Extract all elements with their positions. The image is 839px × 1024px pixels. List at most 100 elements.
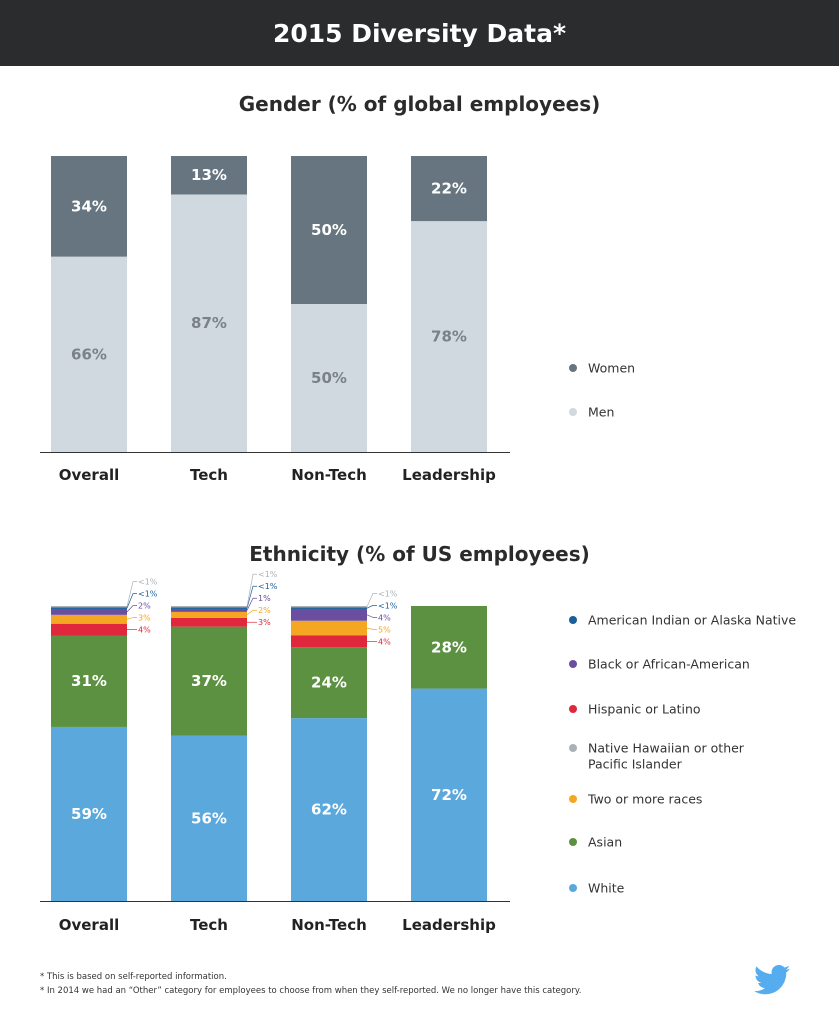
ethnicity-bar-tech-two-or-more-races <box>171 611 247 618</box>
footnote-2: * In 2014 we had an “Other” category for… <box>40 986 582 996</box>
ethnicity-label-tech-black-or-african-american: 1% <box>258 594 271 603</box>
ethnicity-label-non-tech-native-hawaiian-or-other-pacific-islander: <1% <box>378 589 398 598</box>
ethnicity-legend-hispanic-or-latino: Hispanic or Latino <box>588 702 701 717</box>
gender-label-tech-men: 87% <box>191 314 227 332</box>
ethnicity-legend-asian: Asian <box>588 835 622 850</box>
ethnicity-bar-tech-black-or-african-american <box>171 608 247 612</box>
gender-category-leadership: Leadership <box>402 466 496 484</box>
gender-chart-title: Gender (% of global employees) <box>238 92 601 116</box>
ethnicity-legend-marker-asian <box>569 838 577 846</box>
ethnicity-bar-non-tech-white <box>291 718 367 901</box>
ethnicity-label-overall-hispanic-or-latino: 4% <box>138 626 151 635</box>
ethnicity-category-overall: Overall <box>59 916 120 934</box>
ethnicity-legend-marker-american-indian-or-alaska-native <box>569 616 577 624</box>
gender-label-overall-men: 66% <box>71 345 107 363</box>
gender-label-tech-women: 13% <box>191 166 227 184</box>
ethnicity-leader-non-tech-american-indian-or-alaska-native <box>366 605 377 609</box>
footnote-1: * This is based on self-reported informa… <box>40 972 227 982</box>
ethnicity-bar-leadership-asian <box>411 606 487 689</box>
ethnicity-legend-marker-two-or-more-races <box>569 795 577 803</box>
gender-bar-tech-men <box>171 194 247 453</box>
gender-category-overall: Overall <box>59 466 120 484</box>
ethnicity-bar-leadership-white <box>411 688 487 901</box>
gender-bar-non-tech-men <box>291 304 367 452</box>
gender-bar-overall-women <box>51 156 127 257</box>
gender-bar-leadership-men <box>411 221 487 452</box>
ethnicity-bar-tech-asian <box>171 626 247 736</box>
gender-bar-non-tech-women <box>291 156 367 304</box>
ethnicity-legend-line-white: White <box>588 881 625 896</box>
ethnicity-label-non-tech-asian: 24% <box>311 674 347 692</box>
ethnicity-leader-overall-black-or-african-american <box>126 605 137 613</box>
ethnicity-label-tech-two-or-more-races: 2% <box>258 606 271 615</box>
ethnicity-leader-non-tech-native-hawaiian-or-other-pacific-islander <box>366 593 377 607</box>
ethnicity-legend-two-or-more-races: Two or more races <box>587 792 702 807</box>
ethnicity-legend-black-or-african-american: Black or African-American <box>588 657 750 672</box>
ethnicity-bar-non-tech-asian <box>291 647 367 719</box>
ethnicity-bar-overall-black-or-african-american <box>51 608 127 615</box>
ethnicity-bar-non-tech-two-or-more-races <box>291 620 367 636</box>
gender-category-tech: Tech <box>190 466 228 484</box>
ethnicity-legend-line-native-hawaiian-or-other: Native Hawaiian or other <box>588 741 745 756</box>
ethnicity-label-non-tech-american-indian-or-alaska-native: <1% <box>378 601 398 610</box>
ethnicity-bar-non-tech-american-indian-or-alaska-native <box>291 607 367 609</box>
ethnicity-bar-overall-asian <box>51 635 127 727</box>
ethnicity-legend-line-pacific-islander: Pacific Islander <box>588 757 683 772</box>
ethnicity-bar-non-tech-hispanic-or-latino <box>291 635 367 648</box>
ethnicity-bar-overall-two-or-more-races <box>51 614 127 624</box>
ethnicity-legend-marker-hispanic-or-latino <box>569 705 577 713</box>
ethnicity-label-overall-american-indian-or-alaska-native: <1% <box>138 590 158 599</box>
ethnicity-bar-overall-american-indian-or-alaska-native <box>51 607 127 609</box>
gender-legend-marker-women <box>569 364 577 372</box>
ethnicity-legend-marker-native-hawaiian-or-other <box>569 744 577 752</box>
gender-label-overall-women: 34% <box>71 197 107 215</box>
ethnicity-label-non-tech-two-or-more-races: 5% <box>378 625 391 634</box>
ethnicity-label-tech-american-indian-or-alaska-native: <1% <box>258 582 278 591</box>
gender-bar-overall-men <box>51 256 127 452</box>
page-title: 2015 Diversity Data* <box>272 18 567 48</box>
ethnicity-leader-tech-black-or-african-american <box>246 597 257 611</box>
ethnicity-leader-non-tech-black-or-african-american <box>366 614 377 618</box>
ethnicity-leader-tech-native-hawaiian-or-other-pacific-islander <box>246 573 257 607</box>
ethnicity-legend-line-black-or-african-american: Black or African-American <box>588 657 750 672</box>
ethnicity-bar-tech-hispanic-or-latino <box>171 617 247 627</box>
ethnicity-legend-marker-black-or-african-american <box>569 660 577 668</box>
ethnicity-legend-line-american-indian-or-alaska-native: American Indian or Alaska Native <box>588 613 796 628</box>
ethnicity-bar-overall-hispanic-or-latino <box>51 623 127 636</box>
ethnicity-legend-line-hispanic-or-latino: Hispanic or Latino <box>588 702 701 717</box>
ethnicity-bar-non-tech-native-hawaiian-or-other-pacific-islander <box>291 606 367 608</box>
ethnicity-bar-tech-native-hawaiian-or-other-pacific-islander <box>171 606 247 608</box>
gender-legend-marker-men <box>569 408 577 416</box>
ethnicity-bar-tech-american-indian-or-alaska-native <box>171 607 247 609</box>
twitter-bird-icon <box>754 965 790 995</box>
ethnicity-legend-american-indian-or-alaska-native: American Indian or Alaska Native <box>588 613 796 628</box>
ethnicity-category-leadership: Leadership <box>402 916 496 934</box>
ethnicity-label-tech-native-hawaiian-or-other-pacific-islander: <1% <box>258 570 278 579</box>
ethnicity-legend-line-asian: Asian <box>588 835 622 850</box>
ethnicity-leader-tech-american-indian-or-alaska-native <box>246 585 257 609</box>
ethnicity-leader-non-tech-two-or-more-races <box>366 627 377 630</box>
gender-label-leadership-men: 78% <box>431 328 467 346</box>
ethnicity-legend-white: White <box>588 881 625 896</box>
ethnicity-category-tech: Tech <box>190 916 228 934</box>
ethnicity-label-non-tech-hispanic-or-latino: 4% <box>378 637 391 646</box>
ethnicity-leader-overall-two-or-more-races <box>126 617 137 620</box>
gender-label-leadership-women: 22% <box>431 180 467 198</box>
ethnicity-leader-tech-two-or-more-races <box>246 609 257 616</box>
ethnicity-label-non-tech-white: 62% <box>311 801 347 819</box>
ethnicity-bar-overall-native-hawaiian-or-other-pacific-islander <box>51 606 127 608</box>
gender-legend-men: Men <box>588 405 614 420</box>
ethnicity-leader-overall-american-indian-or-alaska-native <box>126 593 137 609</box>
ethnicity-legend-marker-white <box>569 884 577 892</box>
gender-label-non-tech-men: 50% <box>311 369 347 387</box>
ethnicity-label-overall-asian: 31% <box>71 672 107 690</box>
gender-bar-tech-women <box>171 156 247 195</box>
ethnicity-legend-native-hawaiian-or-other: Native Hawaiian or other Pacific Islander <box>588 741 745 772</box>
ethnicity-category-non-tech: Non-Tech <box>291 916 367 934</box>
ethnicity-label-overall-white: 59% <box>71 805 107 823</box>
ethnicity-bar-tech-white <box>171 735 247 901</box>
ethnicity-chart-title: Ethnicity (% of US employees) <box>249 542 590 566</box>
ethnicity-label-leadership-asian: 28% <box>431 638 467 656</box>
